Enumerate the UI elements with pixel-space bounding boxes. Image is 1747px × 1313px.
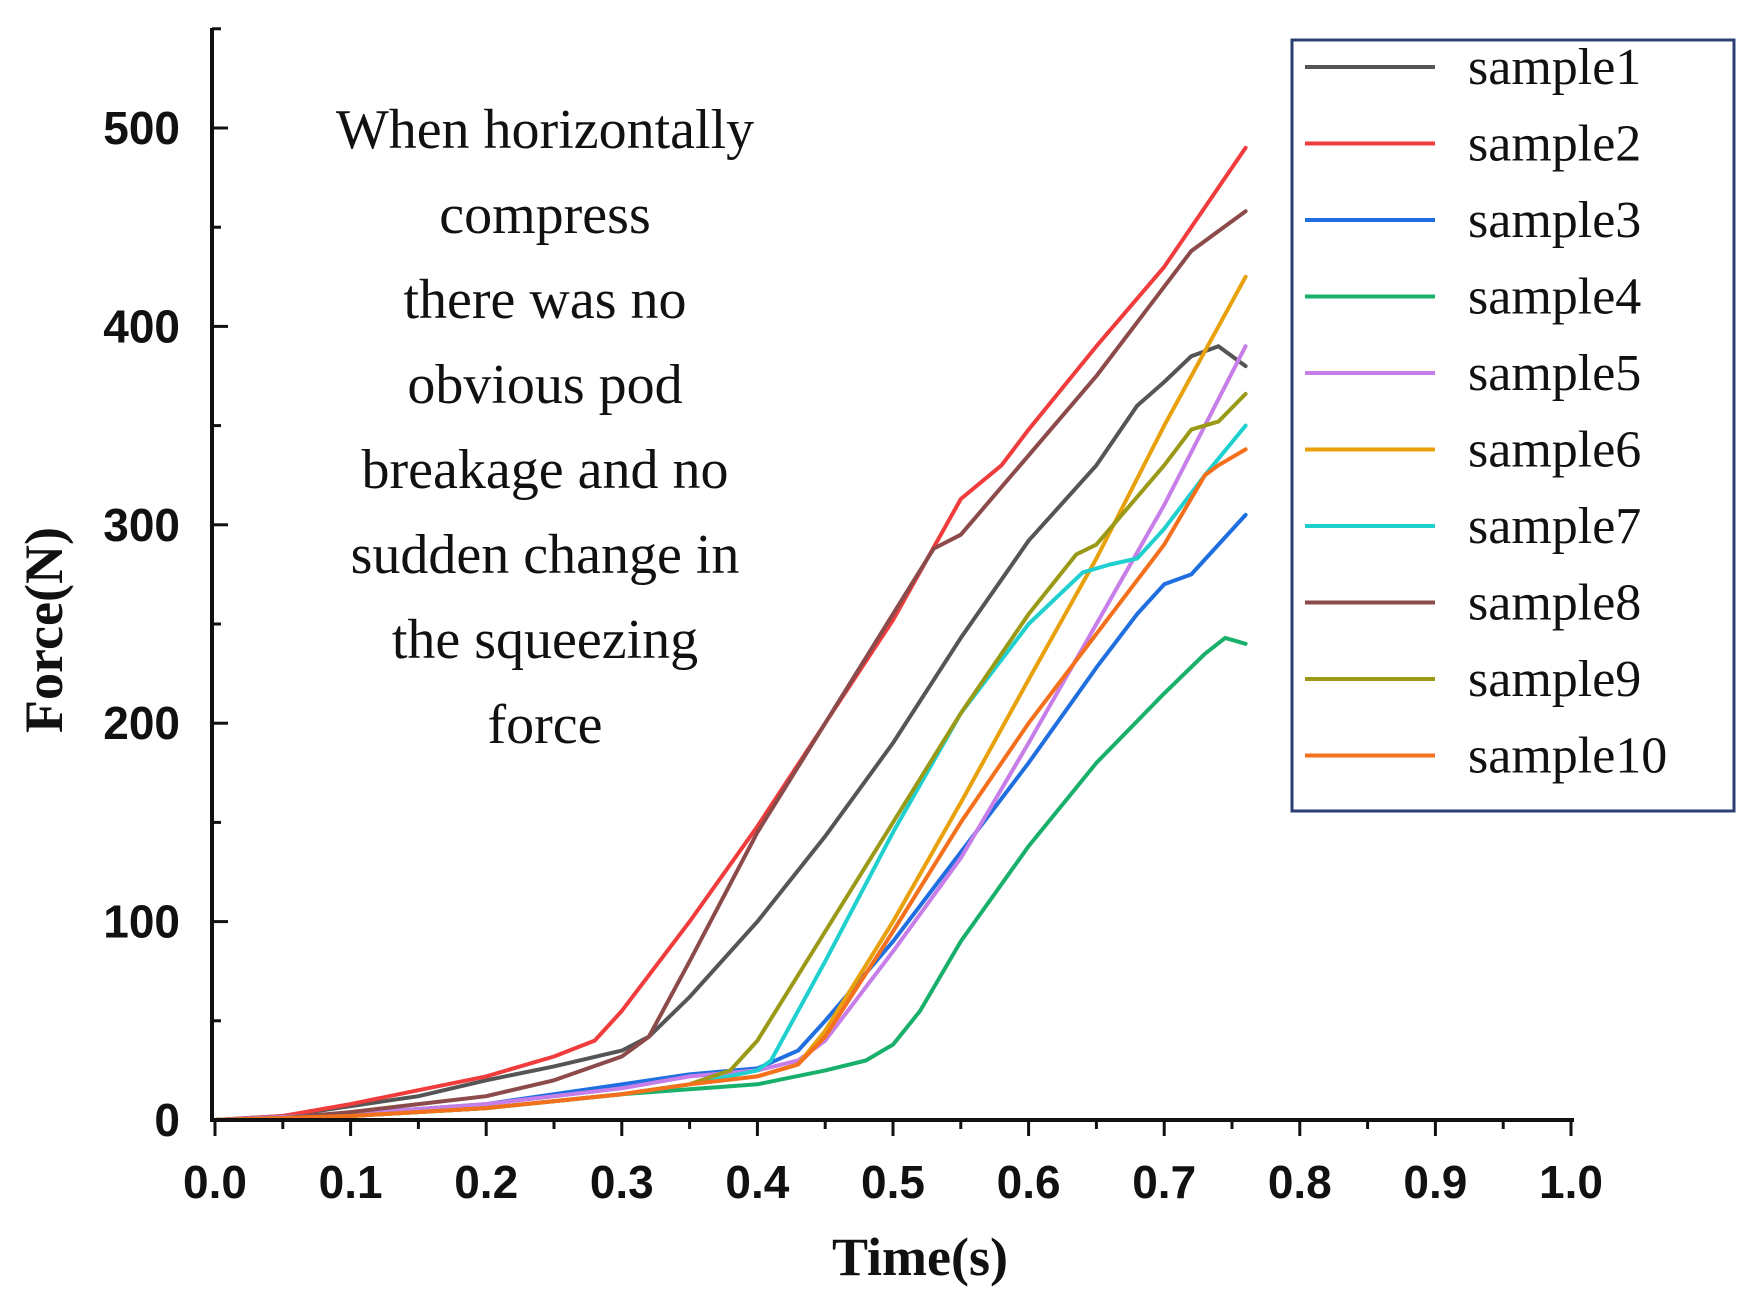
y-tick-label: 500	[103, 102, 180, 154]
annotation-line: breakage and no	[362, 439, 729, 501]
y-ticks: 0 100 200 300 400 500	[103, 27, 228, 1146]
series-line-sample1	[213, 344, 1248, 1122]
y-axis-title: Force(N)	[14, 527, 74, 733]
annotation-line: force	[487, 694, 602, 756]
x-tick-label: 0.8	[1268, 1156, 1332, 1208]
annotation-line: there was no	[403, 269, 686, 331]
series-line-sample3	[213, 512, 1248, 1122]
y-tick-label: 400	[103, 300, 180, 352]
legend-label-sample9: sample9	[1468, 651, 1641, 708]
annotation-line: sudden change in	[351, 524, 740, 586]
legend: sample1 sample2 sample3 sample4 sample5 sampl…	[1290, 38, 1736, 813]
plot-lines	[213, 145, 1248, 1122]
x-tick-label: 0.6	[997, 1156, 1061, 1208]
legend-label-sample1: sample1	[1468, 39, 1641, 96]
series-line-sample9	[213, 391, 1248, 1122]
series-line-sample10	[213, 447, 1248, 1122]
legend-label-sample5: sample5	[1468, 345, 1641, 402]
y-tick-label: 100	[103, 896, 180, 948]
legend-label-sample6: sample6	[1468, 422, 1641, 479]
x-tick-label: 0.3	[590, 1156, 654, 1208]
x-tick-label: 0.9	[1403, 1156, 1467, 1208]
annotation-line: the squeezing	[392, 609, 698, 671]
annotation-line: When horizontally	[336, 99, 754, 161]
series-line-sample8	[213, 209, 1248, 1122]
x-tick-label: 0.4	[725, 1156, 789, 1208]
legend-label-sample10: sample10	[1468, 728, 1667, 785]
legend-label-sample7: sample7	[1468, 498, 1641, 555]
x-tick-label: 0.0	[183, 1156, 247, 1208]
legend-label-sample2: sample2	[1468, 116, 1641, 173]
annotation-line: compress	[439, 184, 651, 246]
x-tick-label: 0.7	[1132, 1156, 1196, 1208]
x-axis-title: Time(s)	[832, 1227, 1008, 1287]
legend-label-sample4: sample4	[1468, 269, 1641, 326]
annotation: When horizontally compress there was no obv…	[336, 99, 754, 756]
series-line-sample2	[213, 145, 1248, 1122]
series-line-sample6	[213, 274, 1248, 1122]
y-tick-label: 200	[103, 697, 180, 749]
legend-label-sample8: sample8	[1468, 575, 1641, 632]
x-tick-label: 0.2	[454, 1156, 518, 1208]
legend-label-sample3: sample3	[1468, 192, 1641, 249]
x-ticks: 0.0 0.1 0.2 0.3 0.4 0.5 0.6 0.7 0.8 0.9 1.0	[183, 1120, 1603, 1208]
legend-box	[1290, 38, 1736, 813]
x-tick-label: 0.1	[319, 1156, 383, 1208]
x-tick-label: 0.5	[861, 1156, 925, 1208]
x-tick-label: 1.0	[1539, 1156, 1603, 1208]
series-line-sample4	[213, 635, 1248, 1122]
y-tick-label: 300	[103, 499, 180, 551]
y-tick-label: 0	[154, 1094, 180, 1146]
annotation-line: obvious pod	[407, 354, 682, 416]
